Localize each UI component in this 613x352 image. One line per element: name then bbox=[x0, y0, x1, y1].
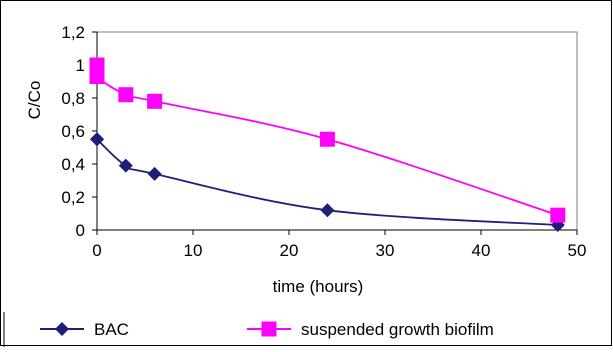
y-tick-label: 1,2 bbox=[61, 23, 85, 42]
legend-label-suspended-growth-biofilm: suspended growth biofilm bbox=[301, 320, 494, 339]
legend-item-bac: BAC bbox=[40, 320, 129, 339]
y-tick-label: 1 bbox=[76, 56, 85, 75]
legend-item-suspended-growth-biofilm: suspended growth biofilm bbox=[247, 320, 494, 339]
plot-area bbox=[96, 31, 578, 231]
legend-marker-suspended-growth-biofilm bbox=[261, 321, 277, 337]
data-point-suspended-growth-biofilm bbox=[319, 131, 335, 147]
x-tick-label: 10 bbox=[184, 241, 203, 260]
series-layer bbox=[89, 57, 566, 233]
x-axis-title: time (hours) bbox=[273, 277, 364, 296]
legend-marker-bac bbox=[55, 322, 69, 336]
y-tick-label: 0,4 bbox=[61, 155, 85, 174]
x-tick-label: 50 bbox=[568, 241, 587, 260]
data-point-bac bbox=[320, 203, 335, 218]
x-tick-label: 20 bbox=[280, 241, 299, 260]
y-tick-label: 0,2 bbox=[61, 188, 85, 207]
x-axis-ticks: 0 10 20 30 40 50 bbox=[92, 230, 586, 260]
y-tick-label: 0,6 bbox=[61, 122, 85, 141]
data-point-suspended-growth-biofilm bbox=[89, 69, 105, 85]
x-tick-label: 0 bbox=[92, 241, 101, 260]
y-tick-label: 0,8 bbox=[61, 89, 85, 108]
data-point-bac bbox=[118, 158, 133, 173]
data-point-suspended-growth-biofilm bbox=[118, 87, 134, 103]
data-point-bac bbox=[147, 166, 162, 181]
x-tick-label: 30 bbox=[376, 241, 395, 260]
data-point-suspended-growth-biofilm bbox=[147, 93, 163, 109]
series-suspended-growth-biofilm bbox=[89, 57, 566, 223]
y-tick-label: 0 bbox=[76, 221, 85, 240]
legend-label-bac: BAC bbox=[94, 320, 129, 339]
y-axis-title: C/Co bbox=[25, 81, 44, 120]
x-tick-label: 40 bbox=[472, 241, 491, 260]
legend: BAC suspended growth biofilm bbox=[40, 320, 494, 339]
data-point-bac bbox=[90, 132, 104, 147]
y-axis-ticks: 0 0,2 0,4 0,6 0,8 1 1,2 bbox=[61, 23, 97, 240]
data-point-suspended-growth-biofilm bbox=[550, 207, 566, 223]
data-point-suspended-growth-biofilm bbox=[89, 57, 105, 73]
